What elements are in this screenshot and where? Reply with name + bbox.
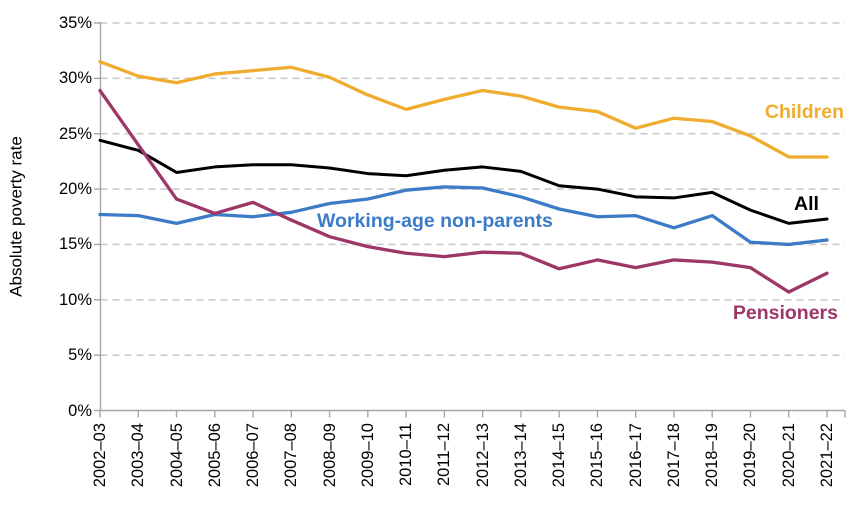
x-tick-label: 2005–06 — [205, 423, 224, 488]
series-label-children: Children — [764, 101, 844, 123]
x-tick-label: 2015–16 — [588, 423, 607, 488]
series-label-pensioners: Pensioners — [732, 302, 838, 324]
x-tick-label: 2007–08 — [282, 423, 301, 488]
x-tick-label: 2011–12 — [435, 423, 454, 487]
series-line-pensioners — [98, 88, 829, 294]
y-tick-label: 30% — [58, 69, 92, 88]
y-tick-label: 0% — [68, 401, 92, 420]
x-tick-label: 2019–20 — [741, 423, 760, 488]
x-tick-label: 2021–22 — [818, 423, 836, 488]
x-tick-label: 2008–09 — [320, 423, 339, 488]
y-tick-label: 25% — [58, 124, 92, 143]
x-tick-label: 2003–04 — [129, 423, 148, 488]
x-tick-label: 2009–10 — [358, 423, 377, 488]
x-tick-label: 2013–14 — [511, 423, 530, 488]
y-tick-label: 5% — [68, 346, 92, 365]
y-tick-label: 20% — [58, 180, 92, 199]
series-line-working-age-non-parents — [98, 185, 829, 247]
series-label-all: All — [794, 193, 819, 215]
x-tick-label: 2004–05 — [167, 423, 186, 488]
y-tick-label: 10% — [58, 290, 92, 309]
y-tick-label: 35% — [58, 14, 92, 32]
x-tick-label: 2002–03 — [91, 423, 109, 488]
series-label-working-age-non-parents: Working-age non-parents — [317, 210, 553, 232]
y-tick-label: 15% — [58, 235, 92, 254]
series-line-all — [98, 138, 829, 225]
x-tick-label: 2017–18 — [664, 423, 683, 488]
x-tick-label: 2010–11 — [397, 423, 416, 487]
x-tick-label: 2014–15 — [550, 423, 569, 488]
x-tick-label: 2018–19 — [703, 423, 722, 488]
x-tick-label: 2020–21 — [779, 423, 798, 488]
y-axis-title: Absolute poverty rate — [6, 136, 26, 297]
x-tick-label: 2006–07 — [244, 423, 263, 488]
x-tick-label: 2016–17 — [626, 423, 645, 488]
series-line-children — [98, 60, 829, 159]
x-tick-label: 2012–13 — [473, 423, 492, 488]
